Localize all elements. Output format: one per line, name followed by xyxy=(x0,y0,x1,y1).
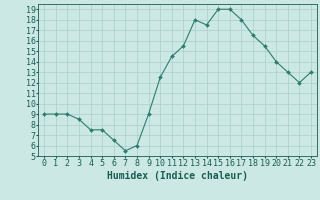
X-axis label: Humidex (Indice chaleur): Humidex (Indice chaleur) xyxy=(107,171,248,181)
